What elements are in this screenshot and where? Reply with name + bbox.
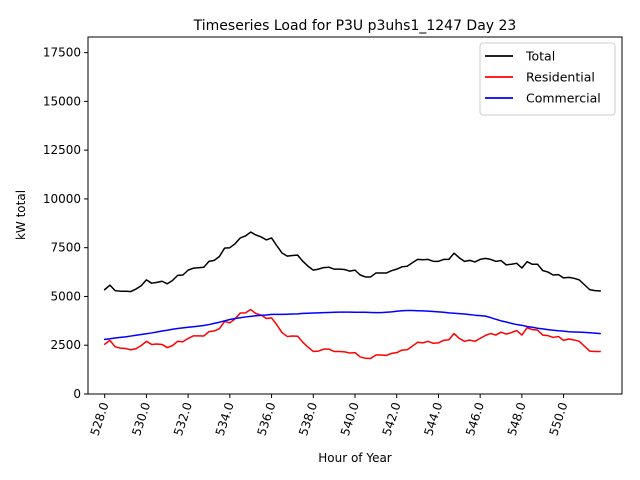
y-tick-label: 17500 bbox=[43, 46, 81, 60]
plot-frame bbox=[87, 36, 623, 395]
y-tick-label: 5000 bbox=[50, 289, 81, 303]
legend-label-commercial: Commercial bbox=[526, 91, 601, 106]
y-axis-ticks: 0 2500 5000 7500 10000 12500 15000 17500 bbox=[43, 46, 88, 401]
chart-title: Timeseries Load for P3U p3uhs1_1247 Day … bbox=[193, 18, 517, 34]
series-line-residential bbox=[103, 308, 601, 360]
legend-label-total: Total bbox=[525, 49, 555, 64]
x-axis-label: Hour of Year bbox=[318, 451, 392, 465]
legend-box bbox=[479, 42, 616, 116]
y-tick-label: 0 bbox=[73, 387, 81, 401]
y-tick-label: 2500 bbox=[50, 338, 81, 352]
series-line-commercial bbox=[103, 309, 601, 341]
y-axis-label: kW total bbox=[14, 190, 28, 240]
series-layer bbox=[103, 231, 601, 360]
y-tick-label: 12500 bbox=[43, 143, 81, 157]
y-tick-label: 7500 bbox=[50, 241, 81, 255]
legend-label-residential: Residential bbox=[526, 70, 595, 85]
legend: Total Residential Commercial bbox=[479, 42, 616, 116]
y-tick-label: 10000 bbox=[43, 192, 81, 206]
y-tick-label: 15000 bbox=[43, 94, 81, 108]
series-line-total bbox=[103, 231, 601, 293]
